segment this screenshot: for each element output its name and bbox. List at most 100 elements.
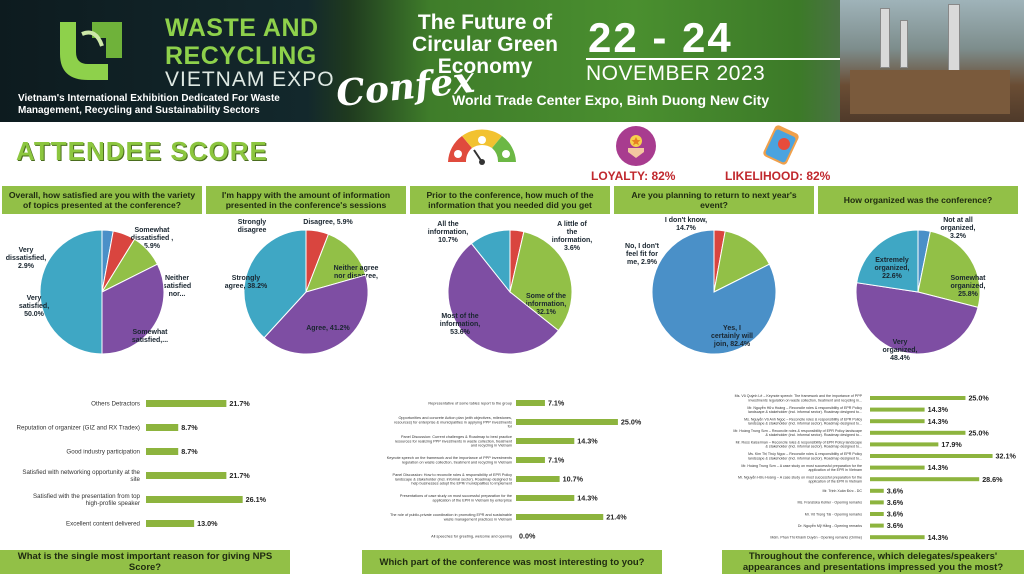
loyalty-score: LOYALTY: 82% xyxy=(591,169,676,183)
bar-category-label: Excellent content delivered xyxy=(66,521,141,528)
pie-slice-agree-41-2 xyxy=(263,274,369,355)
loyalty-badge-icon xyxy=(616,126,656,166)
bar-category-label: Panel Discussion: How to reconcile roles… xyxy=(393,473,513,486)
industrial-photo-collage xyxy=(840,0,1024,122)
event-dates: 22 - 24 xyxy=(588,14,733,61)
pie-chart-satisfaction: Very dissatisfied, 2.9% Somewhat dissatisfie… xyxy=(6,227,191,355)
pie-panel-info-amount: I'm happy with the amount of information… xyxy=(206,186,406,366)
pie-label-most-of-the-information-53-6: Most of the information, 53.6% xyxy=(440,313,480,336)
bar-value-label: 3.6% xyxy=(887,521,904,530)
bar-value-label: 3.6% xyxy=(887,498,904,507)
bar-mr-tr-nh-xu-n-c-dc xyxy=(870,488,884,493)
bar-value-label: 25.0% xyxy=(968,394,989,403)
bar-category-label: Satisfied with the presentation from top… xyxy=(33,493,141,507)
bar-mr-ho-ng-trung-s-n-reconcile-roles-respo xyxy=(870,430,966,435)
bar-mr-v-tr-ng-t-i-opening-remarks xyxy=(870,512,884,516)
bar-category-label: All speeches for greeting, welcome and o… xyxy=(431,534,512,538)
bar-value-label: 7.1% xyxy=(548,456,565,465)
bar-value-label: 0.0% xyxy=(519,532,536,541)
bar-ms-kim-th-th-y-ng-c-reconcile-roles-resp xyxy=(870,454,993,458)
bar-opportunities-and-concrete-action-plan-w xyxy=(516,419,618,425)
bar-category-label: Ms. Kim Thị Thúy Ngọc – Reconcile roles … xyxy=(748,452,862,460)
bar-value-label: 21.7% xyxy=(229,471,250,480)
bar-category-label: Representative of some tables report to … xyxy=(428,401,512,405)
bar-panel-discussion-current-challenges-road xyxy=(516,438,575,444)
bar-category-label: Mr. Hoàng Trung Sơn – A case study on mo… xyxy=(741,464,862,472)
pie-slice-i-don-t-know-14-7 xyxy=(713,230,771,293)
bar-category-label: Ms. Vũ Quỳnh Lê – Keynote speech: The fr… xyxy=(735,394,863,402)
bar-good-industry-participation xyxy=(146,448,179,455)
bar-category-label: Mdm. Phan Thị Khánh Duyên - Opening rema… xyxy=(770,535,862,539)
satisfaction-gauge-icon xyxy=(448,129,516,165)
bar-panel-interesting-part: Representative of some tables report to … xyxy=(362,384,662,574)
bar-presentations-of-case-study-on-most-succ xyxy=(516,495,575,501)
bar-value-label: 3.6% xyxy=(887,510,904,519)
bar-category-label: Good industry participation xyxy=(66,449,140,456)
bar-question: What is the single most important reason… xyxy=(0,550,290,574)
pie-slice-yes-i-certainly-will-join-82-4 xyxy=(651,229,777,355)
bar-category-label: Presentations of case study on most succ… xyxy=(400,494,512,502)
bar-satisfied-with-networking-opportunity-at xyxy=(146,472,227,479)
pie-panel-satisfaction: Overall, how satisfied are you with the … xyxy=(2,186,202,366)
likelihood-score: LIKELIHOOD: 82% xyxy=(725,169,831,183)
pie-question: I'm happy with the amount of information… xyxy=(206,186,406,214)
bar-value-label: 14.3% xyxy=(928,405,949,414)
pie-label-disagree-5-9: Disagree, 5.9% xyxy=(303,219,353,226)
bar-category-label: Ms. Franziska Kohler - Opening remarks xyxy=(797,501,862,505)
pie-slice-most-of-the-information-53-6 xyxy=(447,242,560,355)
pie-label-somewhat-satisfied: Somewhat satisfied,... xyxy=(132,329,168,344)
pie-label-some-of-the-information-32-1: Some of the information, 32.1% xyxy=(526,293,566,316)
bar-category-label: Others Detractors xyxy=(91,401,140,408)
bar-category-label: Mr. Trịnh Xuân Đức - DC xyxy=(822,489,862,493)
pie-slice-very-satisfied-50-0 xyxy=(39,229,103,355)
pie-panel-organized: How organized was the conference? Not at… xyxy=(818,186,1018,366)
bar-chart-nps-reason: Others Detractors 21.7% Reputation of orga… xyxy=(17,399,267,528)
bar-dr-nguy-n-m-h-ng-opening-remarks xyxy=(870,523,884,528)
pie-slice-strongly-agree-38-2 xyxy=(243,229,307,339)
pie-label-extremely-organized-22-6: Extremely organized, 22.6% xyxy=(874,257,909,280)
bar-panel-nps-reason: Others Detractors 21.7% Reputation of orga… xyxy=(0,384,290,574)
pie-label-all-the-information-10-7: All the information, 10.7% xyxy=(428,221,468,244)
bar-value-label: 17.9% xyxy=(941,440,962,449)
bar-ms-v-qu-nh-l-keynote-speech-the-framewor xyxy=(870,396,966,400)
bar-mr-ross-kaiserman-reconcile-roles-respon xyxy=(870,442,939,447)
expo-title-line3: VIETNAM EXPO xyxy=(165,68,335,91)
pie-slice-all-the-information-10-7 xyxy=(470,229,511,294)
pie-question: Are you planning to return to next year'… xyxy=(614,186,814,214)
pie-slice-extremely-organized-22-6 xyxy=(856,229,919,293)
pie-panel-return: Are you planning to return to next year'… xyxy=(614,186,814,366)
bar-value-label: 13.0% xyxy=(197,519,218,528)
bar-mr-nguy-n-h-u-ho-ng-a-case-study-on-most xyxy=(870,477,980,482)
bar-ms-franziska-kohler-opening-remarks xyxy=(870,500,884,505)
bar-category-label: Opportunities and concrete Action plan (… xyxy=(394,416,513,429)
bar-category-label: Panel Discussion: Current challenges & R… xyxy=(395,435,513,448)
bar-mr-nguy-n-h-u-ho-ng-reconcile-roles-resp xyxy=(870,407,925,412)
pie-label-not-at-all-organized-3-2: Not at all organized, 3.2% xyxy=(940,217,975,240)
pie-slice-very-organized-48-4 xyxy=(855,282,979,355)
bar-value-label: 25.0% xyxy=(968,428,989,437)
pie-label-very-dissatisfied-2-9: Very dissatisfied, 2.9% xyxy=(6,247,47,270)
bar-value-label: 8.7% xyxy=(181,423,198,432)
bar-value-label: 26.1% xyxy=(246,495,267,504)
bar-value-label: 25.0% xyxy=(621,418,642,427)
pie-slice-somewhat-organized-25-8 xyxy=(917,230,981,309)
bar-value-label: 3.6% xyxy=(887,486,904,495)
bar-panel-discussion-how-to-reconcile-roles- xyxy=(516,476,560,482)
pie-label-a-little-of-the-information-3-6: A little of the information, 3.6% xyxy=(552,221,592,252)
bar-category-label: Mr. Nguyễn Hữu Hoàng – Reconcile roles &… xyxy=(747,405,862,414)
bar-value-label: 21.7% xyxy=(229,399,250,408)
bar-satisfied-with-the-presentation-from-top xyxy=(146,496,243,503)
likelihood-icon xyxy=(763,125,799,165)
bar-excellent-content-delivered xyxy=(146,520,195,527)
pie-chart-organized: Not at all organized, 3.2% Somewhat organize… xyxy=(855,217,986,362)
pie-chart-return: No, I don't feel fit for me, 2.9% I don't k… xyxy=(625,217,777,355)
pie-panel-info-received: Prior to the conference, how much of the… xyxy=(410,186,610,366)
pie-label-strongly-agree-38-2: Strongly agree, 38.2% xyxy=(225,275,268,290)
bar-category-label: Ms. Nguyễn Vũ Anh Ngọc – Reconcile roles… xyxy=(744,416,862,425)
bar-question: Which part of the conference was most in… xyxy=(362,550,662,574)
bar-value-label: 14.3% xyxy=(928,463,949,472)
bar-ms-nguy-n-v-anh-ng-c-reconcile-roles-res xyxy=(870,419,925,424)
bar-others-detractors xyxy=(146,400,227,407)
bar-category-label: Mr. Võ Trọng Tài - Opening remarks xyxy=(805,512,862,516)
